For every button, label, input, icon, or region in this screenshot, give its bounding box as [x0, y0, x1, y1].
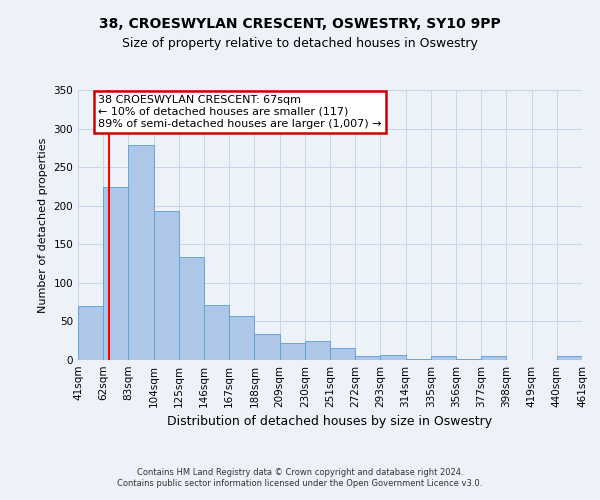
- Bar: [229, 316, 254, 360]
- Text: Contains HM Land Registry data © Crown copyright and database right 2024.
Contai: Contains HM Land Registry data © Crown c…: [118, 468, 482, 487]
- Text: 38, CROESWYLAN CRESCENT, OSWESTRY, SY10 9PP: 38, CROESWYLAN CRESCENT, OSWESTRY, SY10 …: [99, 18, 501, 32]
- Bar: [380, 354, 406, 360]
- Bar: [204, 305, 229, 360]
- Bar: [330, 348, 355, 360]
- Bar: [128, 145, 154, 360]
- Bar: [103, 187, 128, 360]
- X-axis label: Distribution of detached houses by size in Oswestry: Distribution of detached houses by size …: [167, 416, 493, 428]
- Text: Size of property relative to detached houses in Oswestry: Size of property relative to detached ho…: [122, 38, 478, 51]
- Bar: [431, 356, 456, 360]
- Text: 38 CROESWYLAN CRESCENT: 67sqm
← 10% of detached houses are smaller (117)
89% of : 38 CROESWYLAN CRESCENT: 67sqm ← 10% of d…: [98, 96, 382, 128]
- Bar: [355, 356, 380, 360]
- Bar: [154, 211, 179, 360]
- Bar: [78, 306, 103, 360]
- Bar: [557, 356, 582, 360]
- Bar: [456, 359, 481, 360]
- Bar: [406, 359, 431, 360]
- Bar: [305, 340, 330, 360]
- Bar: [481, 356, 506, 360]
- Bar: [254, 334, 280, 360]
- Y-axis label: Number of detached properties: Number of detached properties: [38, 138, 48, 312]
- Bar: [179, 256, 204, 360]
- Bar: [280, 343, 305, 360]
